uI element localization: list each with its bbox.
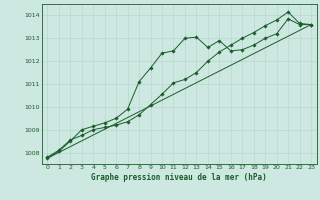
X-axis label: Graphe pression niveau de la mer (hPa): Graphe pression niveau de la mer (hPa) [91,173,267,182]
